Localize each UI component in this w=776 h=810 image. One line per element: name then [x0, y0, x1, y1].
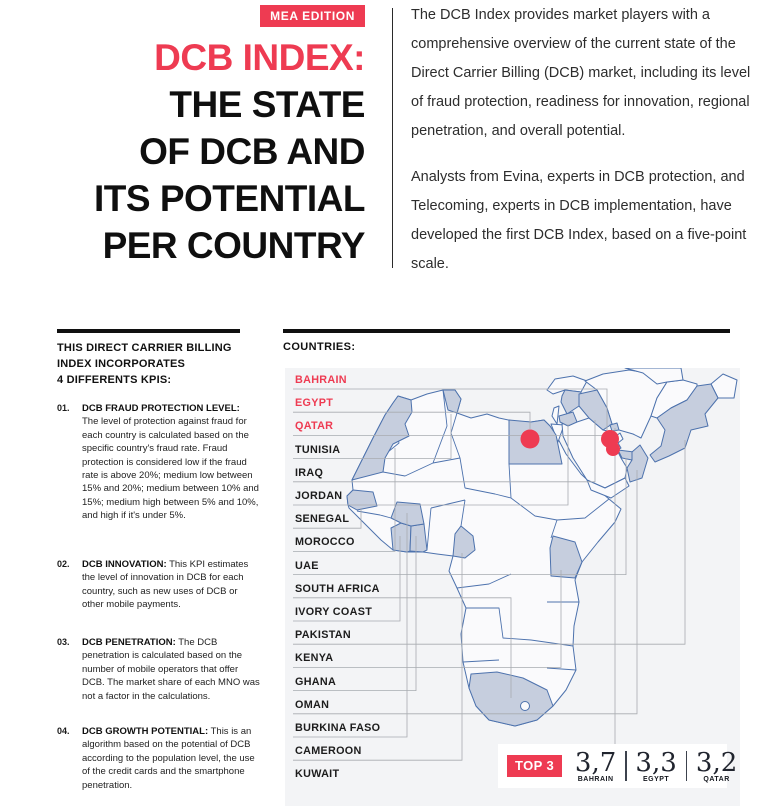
pakistan-shape	[649, 383, 719, 463]
kenya-shape	[549, 535, 583, 579]
map-label-kenya: KENYA	[295, 652, 334, 665]
map-label-oman: OMAN	[295, 698, 330, 711]
map-label-ivory-coast: IVORY COAST	[295, 606, 373, 618]
kpi-title: DCB INNOVATION:	[82, 559, 167, 570]
edition-badge: MEA EDITION	[260, 5, 365, 27]
tunisia-shape	[442, 389, 462, 414]
map-label-ghana: GHANA	[295, 675, 337, 688]
turkey	[546, 375, 588, 395]
intro-block: The DCB Index provides market players wi…	[411, 1, 751, 296]
top3-value: 3,7	[574, 747, 617, 778]
jordan-shape	[558, 411, 578, 427]
top3-value: 3,3	[635, 747, 677, 778]
kpi-title: DCB FRAUD PROTECTION LEVEL:	[82, 403, 240, 414]
lesotho-shape	[520, 701, 530, 711]
map-panel: BAHRAIN EGYPT QATAR TUNISIA IRAQ JORDAN …	[285, 368, 740, 806]
map-label-bahrain: BAHRAIN	[295, 374, 347, 386]
senegal-shape	[346, 489, 378, 511]
map-label-iraq: IRAQ	[295, 466, 324, 479]
top3-divider	[685, 751, 688, 781]
map-label-senegal: SENEGAL	[295, 513, 350, 526]
page-title-line: OF DCB AND	[139, 131, 365, 172]
map-label-uae: UAE	[295, 559, 319, 572]
page-title-line: ITS POTENTIAL	[94, 178, 366, 219]
map-label-qatar: QATAR	[295, 420, 334, 433]
map-label-tunisia: TUNISIA	[295, 443, 341, 456]
kpi-body: This is an algorithm based on the potent…	[82, 726, 255, 791]
top3-name: BAHRAIN	[577, 775, 614, 783]
kpi-section-heading: THIS DIRECT CARRIER BILLING INDEX INCORP…	[57, 342, 232, 386]
cameroon-shape	[452, 525, 476, 559]
kpi-body: This KPI estimates the level of innovati…	[82, 559, 249, 611]
map-label-cameroon: CAMEROON	[295, 745, 362, 758]
page-title-line: PER COUNTRY	[102, 225, 366, 266]
ghana-shape	[409, 523, 428, 553]
top3-name: EGYPT	[642, 775, 670, 783]
top3-box: TOP 3 3,7 BAHRAIN 3,3 EGYPT 3,2 QATAR	[498, 744, 737, 788]
kpi-item-3: 03. DCB PENETRATION: The DCB penetration…	[57, 637, 260, 702]
south-africa-shape	[468, 671, 554, 727]
header-divider	[392, 8, 393, 268]
burkina-faso-shape	[390, 501, 425, 527]
kpi-body: The level of protection against fraud fo…	[82, 416, 259, 522]
title-block: MEA EDITION DCB INDEX: THE STATE OF DCB …	[40, 5, 366, 269]
kpi-item-4: 04. DCB GROWTH POTENTIAL: This is an alg…	[57, 726, 255, 791]
map-label-south-africa: SOUTH AFRICA	[295, 582, 380, 595]
kpi-title: DCB GROWTH POTENTIAL:	[82, 726, 209, 737]
qatar-marker	[606, 442, 620, 456]
central-asia	[624, 368, 684, 385]
kuwait-shape	[609, 422, 620, 432]
intro-paragraph: The DCB Index provides market players wi…	[411, 7, 751, 139]
intro-paragraph: Analysts from Evina, experts in DCB prot…	[411, 169, 747, 272]
kpi-item-2: 02. DCB INNOVATION: This KPI estimates t…	[57, 559, 249, 611]
countries-heading: COUNTRIES:	[283, 341, 356, 353]
kpi-title: DCB PENETRATION:	[82, 637, 176, 648]
israel	[551, 405, 560, 425]
iraq-shape	[578, 389, 613, 431]
top3-value: 3,2	[695, 747, 738, 778]
top3-entry-bahrain: 3,7 BAHRAIN	[572, 750, 619, 783]
top3-badge: TOP 3	[507, 755, 563, 777]
map-label-morocco: MOROCCO	[295, 536, 355, 549]
kpi-item-1: 01. DCB FRAUD PROTECTION LEVEL: The level…	[57, 403, 259, 522]
yemen	[586, 477, 630, 499]
page-title-line: THE STATE	[169, 84, 365, 125]
map-label-burkina-faso: BURKINA FASO	[295, 722, 381, 734]
egypt-marker	[520, 429, 540, 449]
page-title-accent: DCB INDEX:	[154, 37, 365, 78]
section-rule	[57, 329, 240, 333]
top3-entry-egypt: 3,3 EGYPT	[633, 750, 680, 783]
map-label-egypt: EGYPT	[295, 397, 334, 410]
syria-shape	[560, 389, 582, 415]
kpi-body: The DCB penetration is calculated based …	[82, 637, 260, 702]
map-label-jordan: JORDAN	[295, 490, 343, 502]
top3-entry-qatar: 3,2 QATAR	[693, 750, 740, 783]
oman-shape	[626, 444, 649, 483]
map-label-pakistan: PAKISTAN	[295, 629, 351, 642]
top3-name: QATAR	[703, 775, 730, 783]
top3-divider	[625, 751, 627, 781]
ivory-coast-shape	[390, 522, 412, 553]
mea-map	[293, 368, 738, 784]
section-rule	[283, 329, 730, 333]
map-label-kuwait: KUWAIT	[295, 768, 340, 781]
africa-outline	[346, 389, 622, 727]
